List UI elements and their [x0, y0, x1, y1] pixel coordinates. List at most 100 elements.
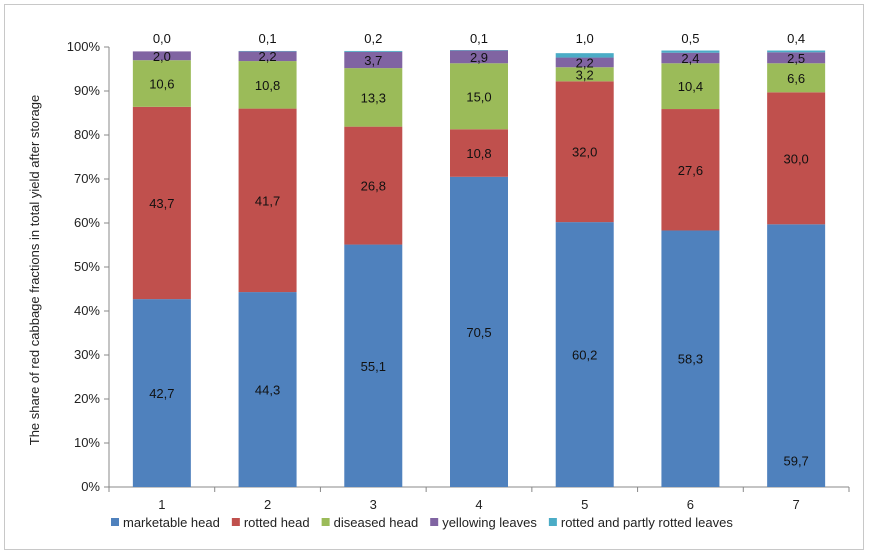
- x-tick-label: 4: [475, 497, 482, 512]
- bar-segment-rotted-and-partly-rotted-leaves-3: [344, 50, 403, 52]
- bar-segment-yellowing-leaves-1: [132, 51, 191, 61]
- data-label-diseased-head-5: 3,2: [576, 67, 594, 82]
- data-label-rotted-and-partly-rotted-leaves-6: 0,5: [681, 31, 699, 46]
- bar-segment-marketable-head-2: [238, 292, 297, 487]
- bar-segment-diseased-head-3: [344, 68, 403, 127]
- legend-label-yellowing-leaves: yellowing leaves: [442, 515, 537, 530]
- data-label-rotted-head-3: 26,8: [361, 179, 386, 194]
- bar-segment-yellowing-leaves-4: [450, 50, 508, 64]
- y-tick-label: 90%: [74, 83, 100, 98]
- legend-label-rotted-and-partly-rotted-leaves: rotted and partly rotted leaves: [561, 515, 733, 530]
- data-label-diseased-head-1: 10,6: [149, 77, 174, 92]
- data-label-yellowing-leaves-7: 2,5: [787, 51, 805, 66]
- data-label-rotted-head-2: 41,7: [255, 193, 280, 208]
- bar-segment-marketable-head-6: [661, 230, 720, 488]
- bar-segment-marketable-head-1: [132, 299, 191, 487]
- bar-segment-rotted-head-4: [450, 129, 508, 177]
- bar-segment-yellowing-leaves-6: [661, 52, 720, 64]
- bar-segment-marketable-head-5: [555, 222, 614, 487]
- y-tick-label: 30%: [74, 347, 100, 362]
- data-label-diseased-head-6: 10,4: [678, 79, 703, 94]
- bar-segment-rotted-head-5: [555, 81, 614, 223]
- bar-segment-rotted-and-partly-rotted-leaves-5: [555, 53, 614, 58]
- legend-swatch-marketable-head: [111, 518, 119, 526]
- y-tick-label: 0%: [81, 479, 100, 494]
- data-label-rotted-head-4: 10,8: [466, 146, 491, 161]
- bar-segment-yellowing-leaves-5: [555, 57, 614, 68]
- bar-segment-yellowing-leaves-7: [767, 52, 826, 64]
- data-label-diseased-head-3: 13,3: [361, 90, 386, 105]
- legend-swatch-diseased-head: [321, 518, 330, 526]
- legend-label-marketable-head: marketable head: [123, 515, 220, 530]
- data-label-marketable-head-6: 58,3: [678, 352, 703, 367]
- data-label-rotted-and-partly-rotted-leaves-7: 0,4: [787, 31, 805, 46]
- bar-segment-diseased-head-4: [450, 63, 508, 130]
- bar-segment-rotted-head-2: [238, 108, 297, 293]
- data-label-diseased-head-2: 10,8: [255, 78, 280, 93]
- x-tick-label: 1: [158, 497, 165, 512]
- legend-swatch-yellowing-leaves: [430, 518, 439, 526]
- data-label-yellowing-leaves-3: 3,7: [364, 53, 382, 68]
- bar-segment-rotted-and-partly-rotted-leaves-7: [767, 50, 826, 53]
- x-tick-label: 7: [793, 497, 800, 512]
- bar-segment-marketable-head-7: [767, 224, 826, 487]
- y-axis-title: The share of red cabbage fractions in to…: [27, 95, 42, 445]
- data-label-rotted-head-5: 32,0: [572, 145, 597, 160]
- data-label-rotted-head-7: 30,0: [783, 151, 808, 166]
- bar-segment-rotted-head-7: [767, 92, 826, 225]
- y-tick-label: 10%: [74, 435, 100, 450]
- y-tick-label: 80%: [74, 127, 100, 142]
- data-label-yellowing-leaves-6: 2,4: [681, 51, 699, 66]
- data-label-rotted-and-partly-rotted-leaves-2: 0,1: [259, 31, 277, 46]
- data-label-yellowing-leaves-2: 2,2: [259, 49, 277, 64]
- data-label-marketable-head-3: 55,1: [361, 359, 386, 374]
- bar-segment-diseased-head-5: [555, 67, 614, 82]
- data-label-diseased-head-7: 6,6: [787, 71, 805, 86]
- bar-segment-diseased-head-7: [767, 63, 826, 93]
- x-axis: 1 2 3 4 5 6 7: [108, 486, 850, 512]
- stacked-bar-chart: The share of red cabbage fractions in to…: [27, 31, 850, 530]
- x-tick-label: 6: [687, 497, 694, 512]
- x-tick-label: 3: [370, 497, 377, 512]
- legend-swatch-rotted-and-partly-rotted-leaves: [548, 518, 557, 526]
- x-tick-label: 5: [581, 497, 588, 512]
- bar-segment-rotted-and-partly-rotted-leaves-6: [661, 50, 720, 53]
- data-labels-group: 42,7 43,7 10,6 2,0 0,0 44,3 41,7 10,8 2,2 0,1 55,1…: [149, 31, 809, 469]
- legend-label-rotted-head: rotted head: [244, 515, 310, 530]
- data-label-marketable-head-7: 59,7: [783, 454, 808, 469]
- y-axis: 0% 10% 20% 30% 40% 50% 60% 70% 80% 90% 100%: [67, 39, 110, 494]
- y-tick-label: 100%: [67, 39, 101, 54]
- data-label-rotted-and-partly-rotted-leaves-1: 0,0: [153, 31, 171, 46]
- y-tick-label: 20%: [74, 391, 100, 406]
- bar-segment-rotted-head-1: [132, 106, 191, 300]
- data-label-yellowing-leaves-5: 2,2: [576, 55, 594, 70]
- bar-segment-rotted-head-6: [661, 109, 720, 231]
- y-tick-label: 50%: [74, 259, 100, 274]
- bar-segment-diseased-head-1: [132, 60, 191, 107]
- bar-segment-marketable-head-4: [450, 176, 508, 488]
- data-label-rotted-head-6: 27,6: [678, 163, 703, 178]
- data-label-rotted-and-partly-rotted-leaves-4: 0,1: [470, 31, 488, 46]
- bar-segment-diseased-head-6: [661, 63, 720, 110]
- data-label-rotted-and-partly-rotted-leaves-3: 0,2: [364, 31, 382, 46]
- data-label-marketable-head-1: 42,7: [149, 386, 174, 401]
- legend: marketable head rotted head diseased head y…: [111, 515, 733, 530]
- chart-frame: The share of red cabbage fractions in to…: [4, 4, 864, 550]
- bar-segment-diseased-head-2: [238, 61, 297, 109]
- bar-segment-rotted-head-3: [344, 126, 403, 245]
- bars-group: [132, 50, 826, 488]
- data-label-diseased-head-4: 15,0: [466, 89, 491, 104]
- y-tick-label: 60%: [74, 215, 100, 230]
- x-tick-label: 2: [264, 497, 271, 512]
- y-tick-label: 40%: [74, 303, 100, 318]
- bar-segment-yellowing-leaves-3: [344, 51, 403, 69]
- data-label-marketable-head-5: 60,2: [572, 348, 597, 363]
- data-label-marketable-head-2: 44,3: [255, 383, 280, 398]
- data-label-rotted-and-partly-rotted-leaves-5: 1,0: [576, 31, 594, 46]
- legend-label-diseased-head: diseased head: [334, 515, 419, 530]
- y-tick-label: 70%: [74, 171, 100, 186]
- bar-segment-yellowing-leaves-2: [238, 51, 297, 62]
- data-label-yellowing-leaves-1: 2,0: [153, 49, 171, 64]
- y-axis-title-group: The share of red cabbage fractions in to…: [27, 95, 42, 445]
- data-label-marketable-head-4: 70,5: [466, 325, 491, 340]
